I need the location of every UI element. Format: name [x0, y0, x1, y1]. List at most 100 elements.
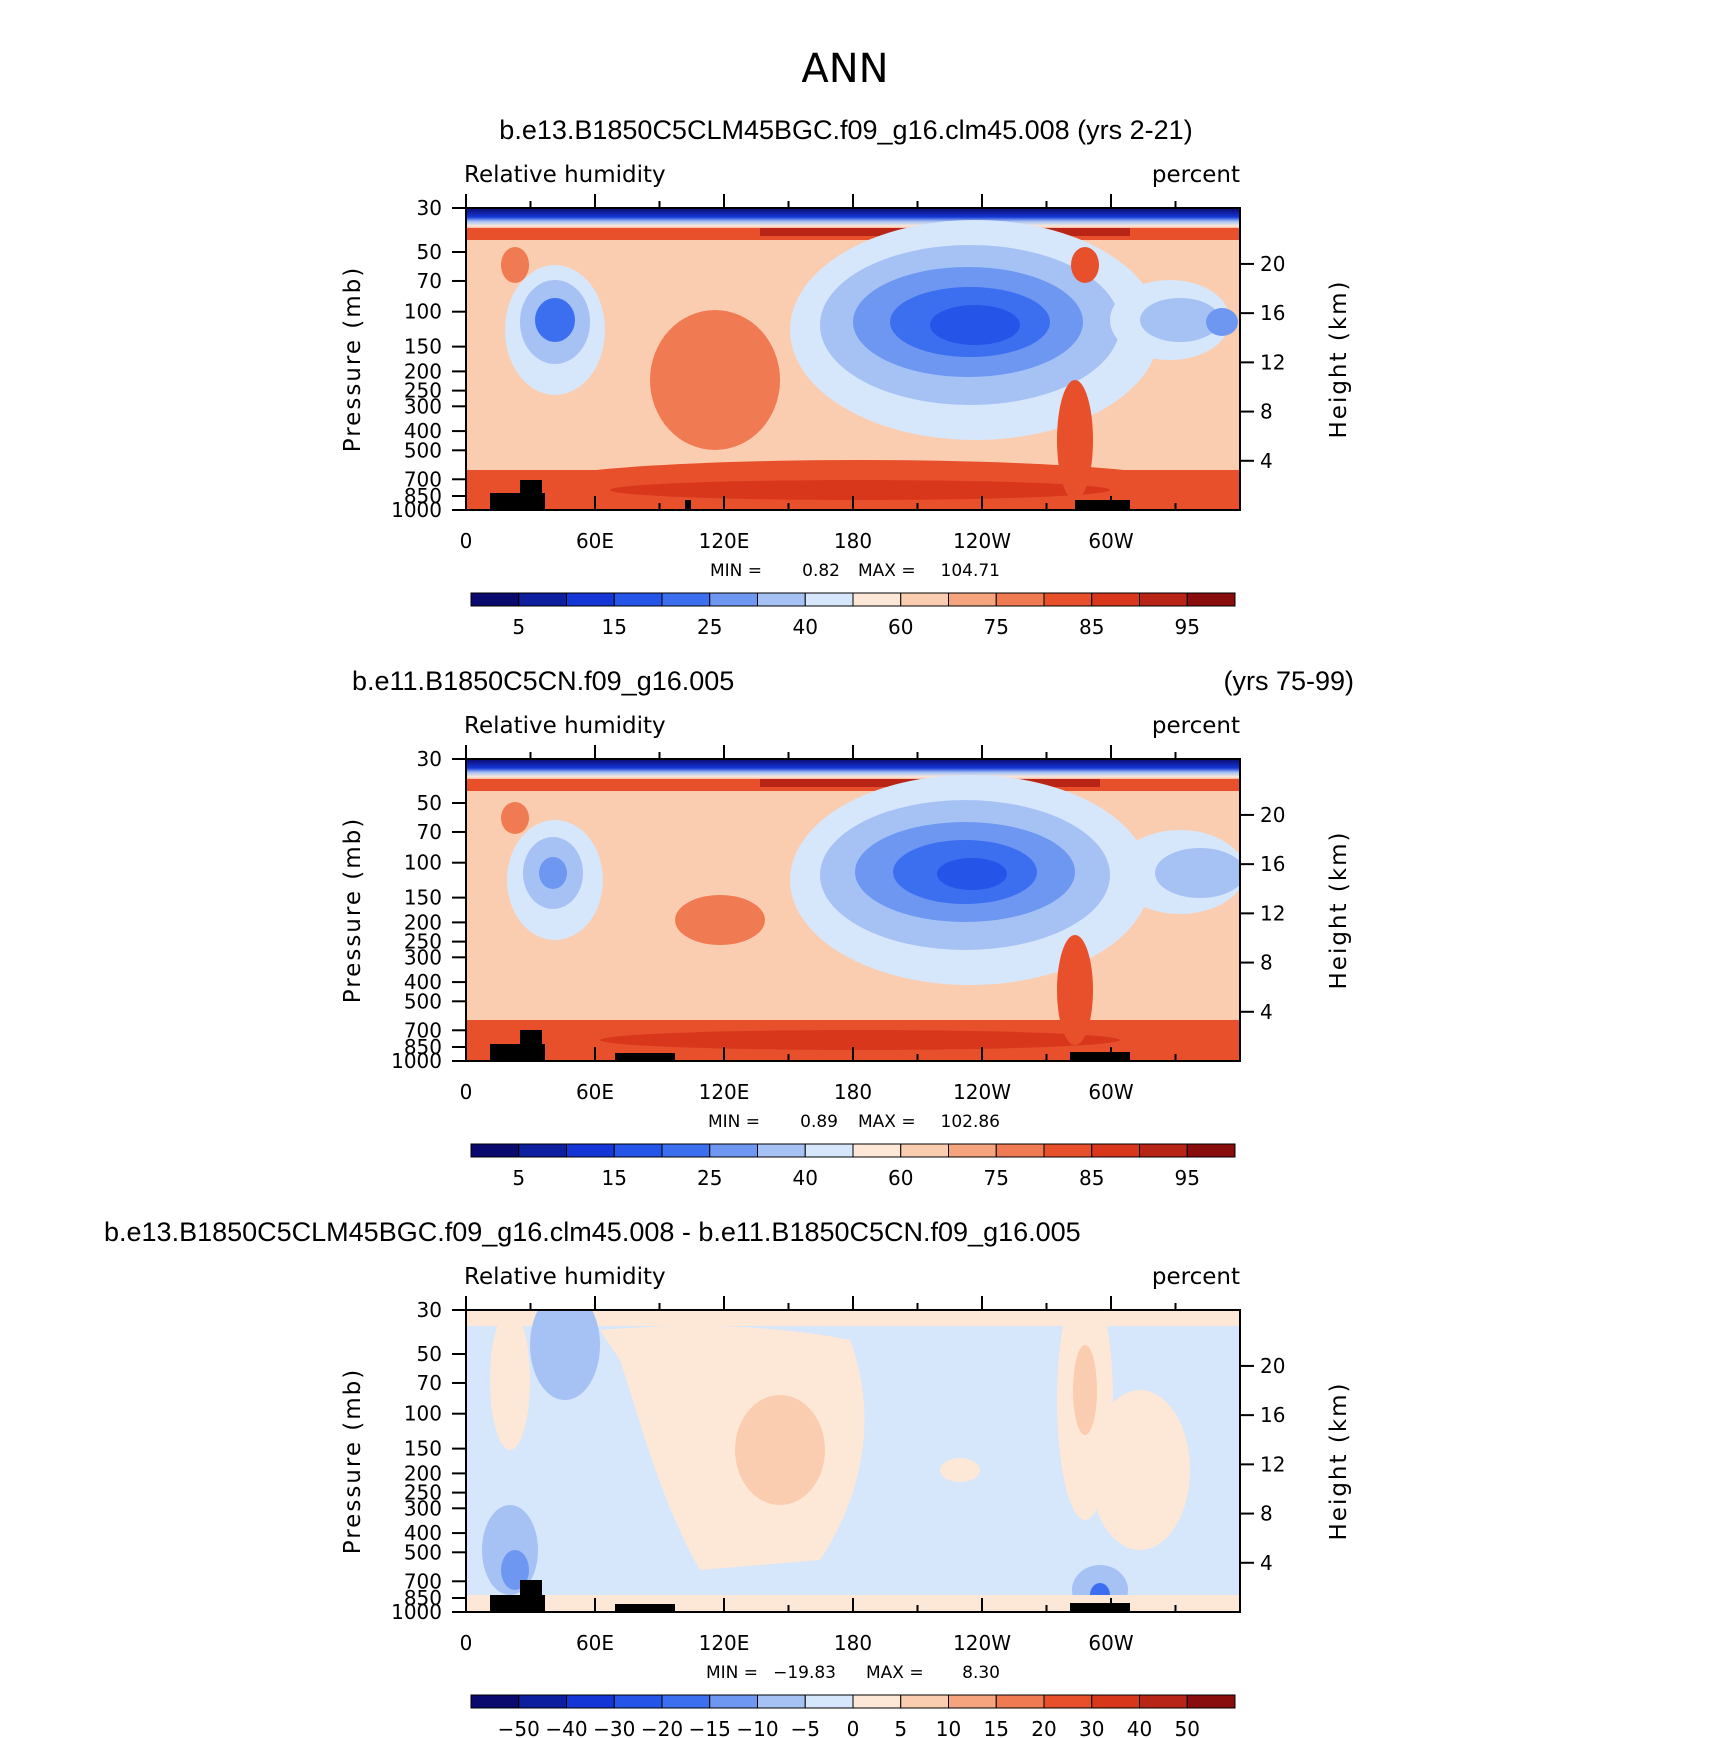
colorbar-segment — [900, 1694, 949, 1709]
panel-3-max-label: MAX = — [866, 1663, 924, 1683]
colorbar-segment — [852, 1694, 902, 1709]
height-tick-label: 16 — [1260, 301, 1285, 325]
y-tick-label: 150 — [404, 886, 442, 910]
y-tick-label: 850 — [404, 484, 442, 508]
colorbar-segment — [852, 1143, 902, 1158]
colorbar-segment — [1043, 1694, 1093, 1709]
panel-1-max-value: 104.71 — [941, 561, 1000, 581]
y-tick-label: 30 — [417, 1298, 442, 1322]
panel-2-variable: Relative humidity — [464, 713, 666, 739]
x-tick-label: 60W — [1088, 1631, 1133, 1655]
panel-2-max-label: MAX = — [858, 1112, 916, 1132]
colorbar-segment — [709, 1143, 758, 1158]
colorbar-label: 25 — [697, 1166, 722, 1190]
y-tick-label: 30 — [417, 196, 442, 220]
height-tick-label: 20 — [1260, 252, 1285, 276]
panel-3-field — [466, 1310, 1240, 1612]
height-tick-label: 4 — [1260, 1551, 1273, 1575]
x-tick-label: 0 — [460, 529, 473, 553]
colorbar-label: 5 — [894, 1717, 907, 1738]
y-tick-label: 700 — [404, 467, 442, 491]
colorbar-label: 30 — [1079, 1717, 1104, 1738]
y-tick-label: 250 — [404, 930, 442, 954]
y-tick-label: 850 — [404, 1586, 442, 1610]
y-tick-label: 50 — [417, 791, 442, 815]
panel-3-title: b.e13.B1850C5CLM45BGC.f09_g16.clm45.008 … — [104, 1217, 1081, 1247]
colorbar-label: −30 — [593, 1717, 635, 1738]
colorbar-segment — [709, 592, 758, 607]
height-tick-label: 20 — [1260, 803, 1285, 827]
x-tick-label: 180 — [834, 529, 872, 553]
panel-2-min-label: MIN = — [708, 1112, 760, 1132]
panel-2-units: percent — [1152, 713, 1240, 739]
y-tick-label: 1000 — [391, 1049, 442, 1073]
colorbar-segment — [613, 1694, 663, 1709]
height-tick-label: 20 — [1260, 1354, 1285, 1378]
height-tick-label: 16 — [1260, 1403, 1285, 1427]
colorbar-segment — [613, 592, 663, 607]
colorbar-label: 85 — [1079, 615, 1104, 639]
y-tick-label: 700 — [404, 1018, 442, 1042]
height-tick-label: 12 — [1260, 901, 1285, 925]
colorbar-segment — [1091, 1694, 1140, 1709]
panel-2-x-ticks: 0 60E 120E 180 120W 60W — [460, 745, 1177, 1104]
y-tick-label: 150 — [404, 1437, 442, 1461]
panel-1-max-label: MAX = — [858, 561, 916, 581]
colorbar-label: 85 — [1079, 1166, 1104, 1190]
y-tick-label: 50 — [417, 240, 442, 264]
colorbar-label: 5 — [512, 615, 525, 639]
x-tick-label: 180 — [834, 1631, 872, 1655]
colorbar-segment — [804, 1143, 854, 1158]
panel-1-min-label: MIN = — [710, 561, 762, 581]
y-tick-label: 200 — [404, 1461, 442, 1485]
y-tick-label: 100 — [404, 851, 442, 875]
panel-1: b.e13.B1850C5CLM45BGC.f09_g16.clm45.008 … — [340, 115, 1352, 639]
colorbar-segment — [757, 592, 806, 607]
x-tick-label: 60E — [576, 1080, 614, 1104]
y-tick-label: 150 — [404, 335, 442, 359]
colorbar-segment — [1043, 1143, 1093, 1158]
colorbar-segment — [661, 1694, 711, 1709]
height-tick-label: 4 — [1260, 1000, 1273, 1024]
y-tick-label: 400 — [404, 419, 442, 443]
x-tick-label: 120W — [953, 529, 1011, 553]
colorbar-segment — [661, 1143, 711, 1158]
colorbar-segment — [1091, 592, 1140, 607]
panel-1-h-ticks: 20 16 12 8 4 — [1240, 252, 1285, 473]
colorbar-segment — [470, 1143, 520, 1158]
x-tick-label: 120E — [699, 1080, 750, 1104]
x-tick-label: 180 — [834, 1080, 872, 1104]
y-tick-label: 500 — [404, 989, 442, 1013]
colorbar-label: 25 — [697, 615, 722, 639]
y-tick-label: 300 — [404, 394, 442, 418]
panel-2-colorbar: 5 15 25 40 60 75 85 95 — [470, 1143, 1236, 1190]
y-tick-label: 700 — [404, 1569, 442, 1593]
colorbar-segment — [1139, 592, 1188, 607]
y-tick-label: 250 — [404, 1481, 442, 1505]
colorbar-segment — [757, 1694, 806, 1709]
colorbar-segment — [995, 1694, 1045, 1709]
y-tick-label: 300 — [404, 945, 442, 969]
y-tick-label: 70 — [417, 1371, 442, 1395]
panel-2-field — [466, 759, 1240, 1061]
x-tick-label: 0 — [460, 1080, 473, 1104]
y-tick-label: 500 — [404, 438, 442, 462]
colorbar-segment — [518, 1143, 567, 1158]
y-tick-label: 70 — [417, 269, 442, 293]
colorbar-segment — [613, 1143, 663, 1158]
colorbar-segment — [709, 1694, 758, 1709]
colorbar-label: 15 — [602, 615, 627, 639]
colorbar-segment — [566, 1694, 615, 1709]
colorbar-label: −10 — [736, 1717, 778, 1738]
colorbar-segment — [852, 592, 902, 607]
colorbar-label: −5 — [791, 1717, 820, 1738]
panel-3-min-value: −19.83 — [773, 1663, 836, 1683]
colorbar-segment — [948, 592, 997, 607]
y-tick-label: 300 — [404, 1496, 442, 1520]
colorbar-segment — [948, 1694, 997, 1709]
panel-2-title: b.e11.B1850C5CN.f09_g16.005 — [352, 666, 734, 696]
panel-2: b.e11.B1850C5CN.f09_g16.005 (yrs 75-99) … — [340, 666, 1354, 1190]
panel-1-field — [466, 208, 1240, 510]
x-tick-label: 120E — [699, 529, 750, 553]
panel-1-min-value: 0.82 — [802, 561, 840, 581]
